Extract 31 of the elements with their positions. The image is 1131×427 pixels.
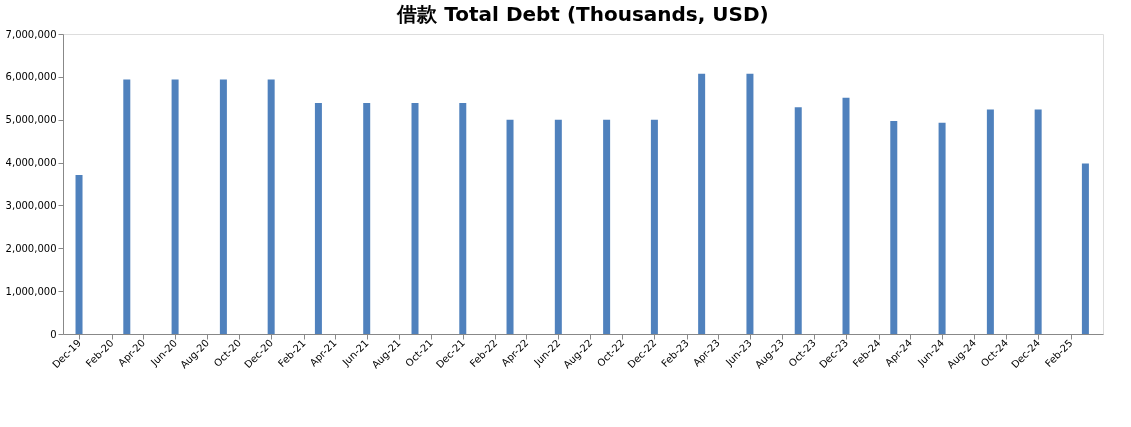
- bar: [746, 73, 754, 334]
- bar: [506, 119, 514, 334]
- bar: [1081, 163, 1089, 334]
- bar: [794, 107, 802, 334]
- bar: [986, 109, 994, 334]
- y-tick-label: 3,000,000: [5, 199, 57, 211]
- bar: [842, 97, 850, 334]
- bar: [938, 122, 946, 334]
- bar: [698, 73, 706, 334]
- bar: [411, 103, 419, 334]
- y-tick-label: 1,000,000: [5, 285, 57, 297]
- y-tick-label: 6,000,000: [5, 71, 57, 83]
- bar: [267, 79, 275, 334]
- y-tick-label: 7,000,000: [5, 28, 57, 40]
- bar: [314, 103, 322, 334]
- bar: [171, 79, 179, 334]
- bar: [603, 119, 611, 334]
- y-tick-label: 5,000,000: [5, 114, 57, 126]
- bar: [554, 119, 562, 334]
- bar: [650, 119, 658, 334]
- bar: [890, 121, 898, 334]
- y-tick-label: 2,000,000: [5, 242, 57, 254]
- bar: [219, 79, 227, 334]
- y-tick-label: 0: [50, 328, 57, 340]
- bar: [459, 103, 467, 334]
- bar: [1034, 109, 1042, 334]
- bar: [75, 175, 83, 334]
- bar: [363, 103, 371, 334]
- y-tick-label: 4,000,000: [5, 157, 57, 169]
- chart-title: 借款 Total Debt (Thousands, USD): [396, 2, 769, 26]
- bar: [123, 79, 131, 334]
